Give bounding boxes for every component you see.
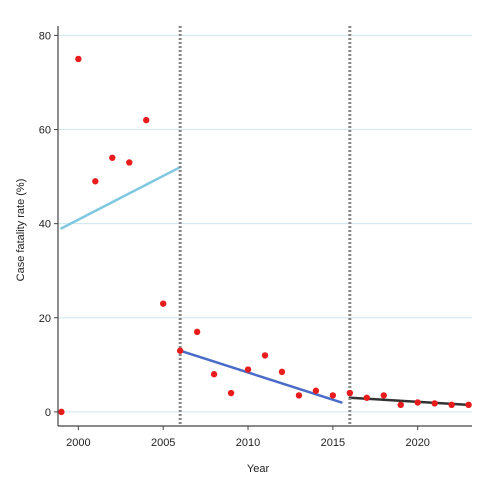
y-tick-label-3: 60 (39, 125, 51, 137)
x-tick-label-2: 2010 (236, 437, 260, 449)
y-tick-label-0: 0 (45, 407, 51, 419)
y-tick-label-1: 20 (39, 313, 51, 325)
grid-lines (58, 34, 472, 413)
x-axis-title: Year (247, 463, 270, 475)
axes (54, 26, 472, 430)
data-point-20 (397, 401, 404, 409)
data-point-11 (244, 366, 252, 373)
data-point-24 (465, 401, 472, 409)
y-axis-title: Case fatality rate (%) (15, 179, 27, 282)
breakpoint-lines (178, 26, 352, 426)
data-point-10 (227, 389, 235, 397)
data-point-19 (380, 392, 387, 399)
data-point-13 (278, 368, 286, 376)
data-point-5 (143, 116, 150, 124)
data-point-17 (346, 389, 354, 397)
data-point-15 (312, 387, 320, 394)
data-point-2 (92, 178, 99, 185)
y-tick-label-4: 80 (39, 30, 51, 42)
data-point-0 (58, 408, 65, 416)
y-tick-label-2: 40 (39, 219, 51, 231)
data-point-14 (295, 392, 303, 399)
data-point-18 (363, 394, 371, 401)
data-point-9 (210, 371, 218, 378)
tick-labels: 2000 2005 2010 2015 2020 0 20 40 60 80 (39, 30, 430, 449)
fit-lines (60, 165, 470, 407)
data-point-4 (126, 159, 133, 166)
data-point-6 (159, 300, 167, 307)
data-point-7 (176, 347, 184, 354)
data-point-23 (448, 401, 455, 409)
fit-line-1 (178, 349, 343, 404)
data-point-8 (193, 328, 201, 336)
fit-line-0 (60, 165, 182, 230)
data-point-22 (431, 400, 438, 407)
x-tick-label-0: 2000 (66, 437, 90, 449)
x-tick-label-1: 2005 (151, 437, 175, 449)
data-point-3 (109, 154, 116, 161)
x-tick-label-4: 2020 (405, 437, 429, 449)
data-point-1 (75, 55, 82, 63)
data-point-21 (414, 399, 421, 406)
x-tick-label-3: 2015 (321, 437, 345, 449)
data-points (58, 55, 472, 416)
data-point-16 (329, 392, 337, 399)
data-point-12 (261, 352, 269, 359)
